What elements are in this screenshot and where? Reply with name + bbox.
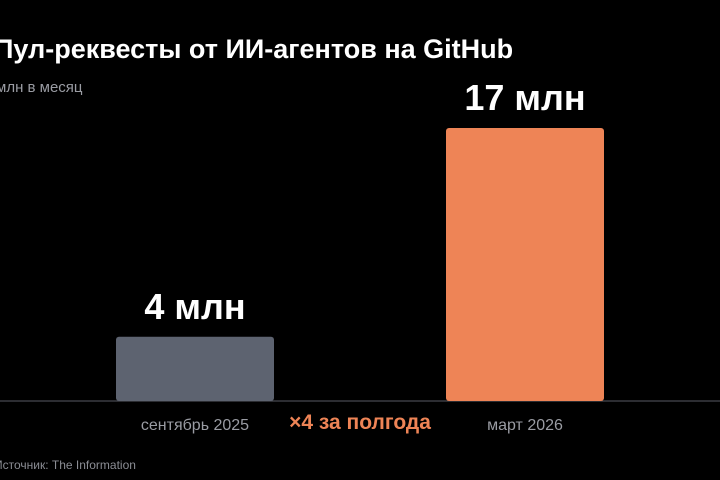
growth-annotation: ×4 за полгода xyxy=(289,411,431,434)
bar-2 xyxy=(446,128,604,401)
chart-subtitle: млн в месяц xyxy=(0,79,83,96)
chart-title: Пул-реквесты от ИИ-агентов на GitHub xyxy=(0,34,514,64)
bar-value-label-2: 17 млн xyxy=(464,77,585,118)
bar-value-label-1: 4 млн xyxy=(144,286,245,327)
category-label-1: сентябрь 2025 xyxy=(141,417,249,434)
category-label-2: март 2026 xyxy=(487,417,563,434)
source-note: Источник: The Information xyxy=(0,458,136,472)
bar-1 xyxy=(116,336,274,401)
